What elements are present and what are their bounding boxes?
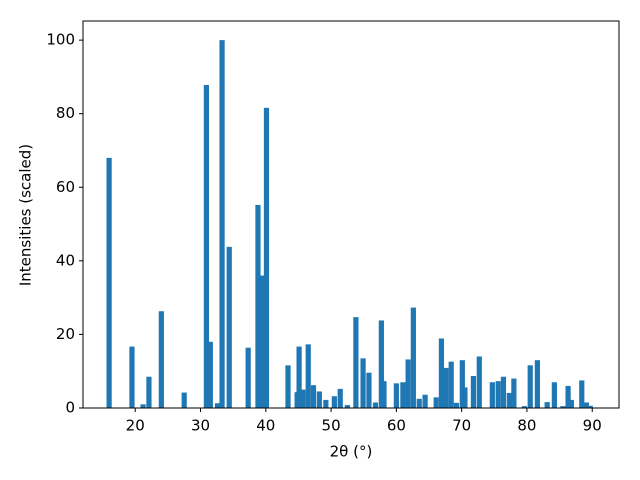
bar	[565, 385, 571, 408]
x-tick-label: 80	[517, 417, 536, 435]
bar	[534, 360, 540, 408]
x-tick-label: 60	[387, 417, 406, 435]
bar	[158, 311, 164, 408]
x-tick-label: 30	[191, 417, 210, 435]
bar	[495, 381, 501, 408]
bar	[140, 404, 146, 408]
y-axis-label: Intensities (scaled)	[17, 144, 35, 286]
bar	[405, 359, 411, 408]
bar	[506, 392, 512, 408]
bar	[443, 367, 449, 408]
bar	[410, 307, 416, 408]
x-axis-label: 2θ (°)	[330, 443, 373, 461]
bar	[323, 399, 329, 408]
y-tick-label: 80	[56, 104, 75, 122]
plot-frame	[82, 20, 620, 409]
x-tick-label: 70	[452, 417, 471, 435]
bar	[207, 341, 213, 408]
bar	[285, 365, 291, 408]
bar	[245, 347, 251, 408]
x-tick-label: 50	[322, 417, 341, 435]
y-tick-label: 0	[65, 399, 75, 417]
bar	[360, 358, 366, 408]
bar	[372, 402, 379, 408]
bar	[146, 376, 152, 408]
x-tick-label: 20	[126, 417, 145, 435]
bar	[337, 388, 343, 408]
bar	[203, 85, 209, 408]
bar	[259, 275, 265, 408]
bar	[296, 346, 302, 408]
bar	[263, 107, 270, 408]
bar	[310, 385, 317, 408]
bar	[344, 405, 351, 408]
bar	[214, 403, 221, 408]
bar	[583, 402, 589, 408]
bar	[422, 394, 428, 408]
bar	[378, 320, 384, 408]
bar	[560, 406, 566, 408]
bar	[489, 382, 495, 408]
bar	[568, 399, 574, 408]
bar	[129, 346, 135, 408]
bar	[255, 204, 261, 408]
bar	[511, 378, 517, 408]
y-tick-label: 60	[56, 178, 75, 196]
bar	[544, 402, 550, 408]
bar	[381, 381, 387, 408]
y-tick-label: 40	[56, 251, 75, 269]
bar	[366, 372, 372, 408]
x-tick-label: 40	[256, 417, 275, 435]
bar	[453, 402, 460, 408]
bar	[316, 391, 322, 408]
bar	[527, 365, 533, 408]
bar	[551, 382, 557, 408]
bar	[226, 246, 232, 408]
bar	[416, 398, 422, 408]
x-tick-label: 90	[583, 417, 602, 435]
bar	[106, 157, 112, 408]
bar	[353, 317, 359, 408]
bar	[433, 397, 439, 408]
bar	[219, 40, 225, 409]
bar	[305, 344, 311, 408]
bar	[448, 361, 454, 408]
bar	[400, 382, 406, 408]
y-tick-label: 100	[46, 31, 75, 49]
bar	[500, 376, 507, 408]
bar	[462, 387, 468, 408]
bar	[438, 338, 445, 408]
bar	[300, 389, 306, 408]
bar	[521, 406, 527, 408]
bar	[476, 356, 482, 408]
bar	[393, 383, 399, 408]
bar	[470, 375, 477, 408]
bar	[331, 396, 337, 408]
bar	[579, 380, 585, 408]
y-tick-label: 20	[56, 325, 75, 343]
bar	[587, 405, 593, 408]
bar	[459, 360, 465, 408]
bar	[181, 392, 187, 408]
